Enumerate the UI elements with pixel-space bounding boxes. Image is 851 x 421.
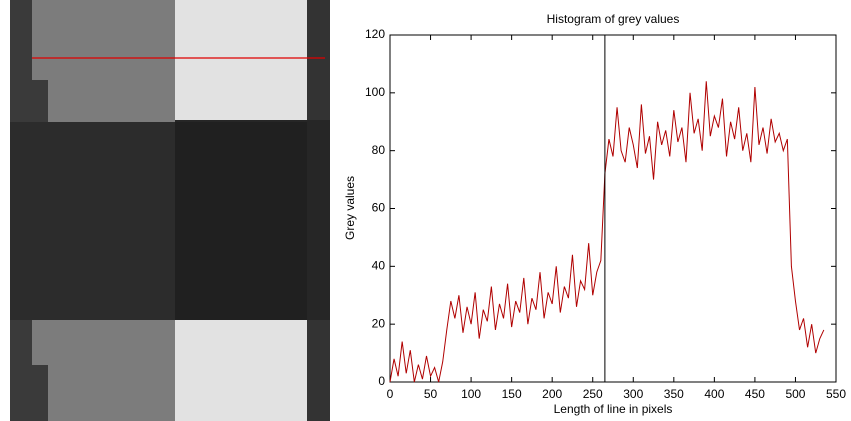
x-tick-label: 100 — [461, 387, 481, 401]
image-region — [175, 320, 307, 421]
x-tick-label: 350 — [664, 387, 684, 401]
chart-title: Histogram of grey values — [547, 12, 680, 26]
image-region — [307, 0, 330, 120]
xray-image — [10, 0, 330, 421]
y-tick-label: 60 — [372, 201, 386, 215]
y-tick-label: 100 — [365, 85, 385, 99]
image-region — [307, 320, 330, 421]
data-line — [389, 81, 825, 383]
y-tick-label: 120 — [365, 27, 385, 41]
x-tick-label: 550 — [826, 387, 846, 401]
y-tick-label: 80 — [372, 143, 386, 157]
x-tick-label: 150 — [502, 387, 522, 401]
image-region — [10, 80, 48, 122]
x-tick-label: 200 — [542, 387, 562, 401]
x-tick-label: 250 — [583, 387, 603, 401]
x-axis-label: Length of line in pixels — [554, 402, 673, 416]
y-tick-label: 40 — [372, 259, 386, 273]
image-region — [10, 365, 48, 421]
image-region — [10, 122, 175, 320]
x-tick-label: 500 — [785, 387, 805, 401]
image-region — [175, 122, 307, 320]
x-tick-label: 450 — [745, 387, 765, 401]
x-tick-label: 50 — [424, 387, 438, 401]
y-tick-label: 0 — [378, 374, 385, 388]
x-tick-label: 0 — [387, 387, 394, 401]
plot-frame — [389, 34, 837, 383]
x-tick-label: 300 — [623, 387, 643, 401]
x-tick-label: 400 — [704, 387, 724, 401]
y-tick-label: 20 — [372, 316, 386, 330]
y-axis-label: Grey values — [343, 176, 357, 240]
image-region — [175, 0, 307, 120]
